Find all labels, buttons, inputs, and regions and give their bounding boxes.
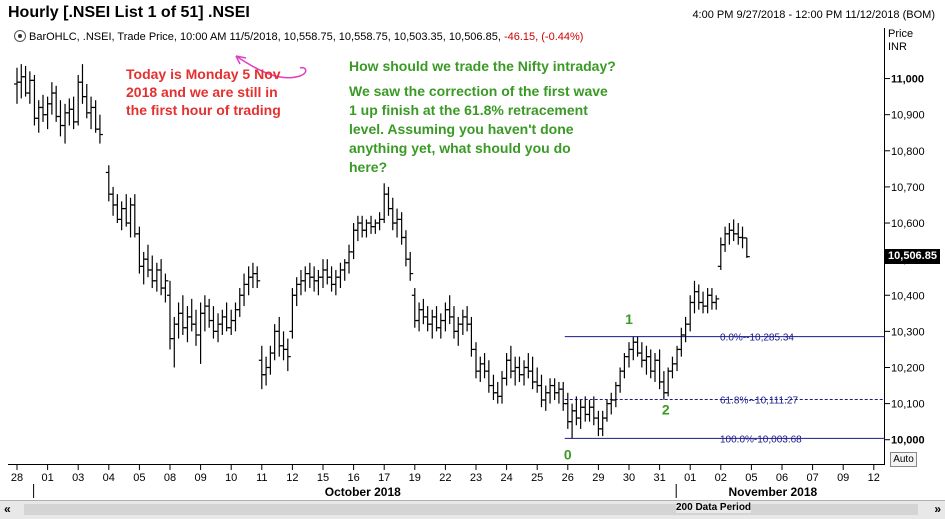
scroll-right-icon[interactable]: » (934, 502, 941, 516)
x-tick-label: 12 (286, 472, 298, 484)
price-axis-label: Price (888, 28, 914, 40)
x-tick-label: 09 (837, 472, 849, 484)
y-tick-label: 10,700 (891, 182, 925, 194)
fib-label: 0.0%--10,285.34 (720, 333, 794, 344)
x-tick-label: 05 (133, 472, 145, 484)
data-period: 200 Data Period (676, 502, 752, 513)
x-tick-label: 22 (439, 472, 451, 484)
plot-area[interactable] (8, 28, 885, 465)
x-tick-label: 02 (715, 472, 727, 484)
fib-label: 100.0%-10,003.68 (720, 434, 802, 445)
x-tick-label: 28 (11, 472, 23, 484)
y-tick-label: 11,000 (891, 74, 924, 86)
legend-change: -46.15, (-0.44%) (503, 31, 584, 43)
x-tick-label: 29 (592, 472, 604, 484)
price-axis-header: Price INR (888, 28, 913, 54)
wave-label: 1 (625, 311, 633, 327)
x-tick-label: 26 (562, 472, 574, 484)
x-tick-label: 11 (256, 472, 267, 484)
chart-title: Hourly [.NSEI List 1 of 51] .NSEI (8, 4, 250, 21)
x-tick-label: 08 (164, 472, 176, 484)
fib-label: 61.8%--10,111.27 (720, 396, 798, 407)
x-tick-label: 23 (470, 472, 482, 484)
y-tick-label: 10,300 (891, 326, 925, 338)
wave-label: 2 (662, 401, 670, 417)
chart-title-bar: Hourly [.NSEI List 1 of 51] .NSEI 4:00 P… (0, 0, 945, 28)
x-tick-label: 04 (103, 472, 115, 484)
x-tick-label: 10 (225, 472, 237, 484)
x-tick-label: 25 (531, 472, 543, 484)
wave-label: 0 (564, 447, 572, 463)
date-range: 4:00 PM 9/27/2018 - 12:00 PM 11/12/2018 … (692, 9, 935, 21)
month-label: November 2018 (728, 485, 817, 499)
x-tick-label: 06 (776, 472, 788, 484)
auto-scale-button[interactable]: Auto (890, 452, 917, 467)
last-price-label: 10,506.85 (885, 249, 940, 264)
x-tick-label: 30 (623, 472, 635, 484)
x-tick-label: 31 (653, 472, 665, 484)
scroll-left-icon[interactable]: « (4, 502, 11, 516)
x-tick-label: 07 (806, 472, 818, 484)
x-tick-label: 01 (41, 472, 53, 484)
x-tick-label: 24 (500, 472, 512, 484)
y-tick-label: 10,000 (891, 435, 925, 447)
scroll-bar[interactable]: « 200 Data Period » (0, 500, 945, 519)
scroll-track[interactable] (24, 504, 918, 515)
y-tick-label: 10,200 (891, 362, 925, 374)
x-tick-label: 09 (194, 472, 206, 484)
y-tick-label: 10,800 (891, 146, 925, 158)
x-tick-label: 15 (317, 472, 329, 484)
annotation-arrowhead (235, 55, 247, 65)
price-axis-unit: INR (888, 41, 907, 53)
y-tick-label: 10,400 (891, 290, 925, 302)
annotation-question: How should we trade the Nifty intraday? (349, 58, 616, 74)
x-tick-label: 12 (868, 472, 880, 484)
x-tick-label: 03 (72, 472, 84, 484)
y-tick-label: 10,600 (891, 218, 925, 230)
series-legend: BarOHLC, .NSEI, Trade Price, 10:00 AM 11… (14, 30, 583, 43)
x-tick-label: 05 (745, 472, 757, 484)
annotation-arrow (235, 55, 307, 79)
annotation-comment: We saw the correction of the first wave … (349, 83, 608, 175)
x-tick-label: 16 (347, 472, 359, 484)
series-settings-icon[interactable] (14, 30, 26, 42)
month-label: October 2018 (325, 485, 401, 499)
x-tick-label: 17 (378, 472, 390, 484)
x-tick-label: 19 (409, 472, 421, 484)
x-tick-label: 01 (684, 472, 696, 484)
y-tick-label: 10,900 (891, 110, 925, 122)
y-tick-label: 10,100 (891, 399, 925, 411)
annotation-today-note: Today is Monday 5 Nov 2018 and we are st… (126, 66, 281, 118)
legend-text: BarOHLC, .NSEI, Trade Price, 10:00 AM 11… (29, 31, 501, 43)
